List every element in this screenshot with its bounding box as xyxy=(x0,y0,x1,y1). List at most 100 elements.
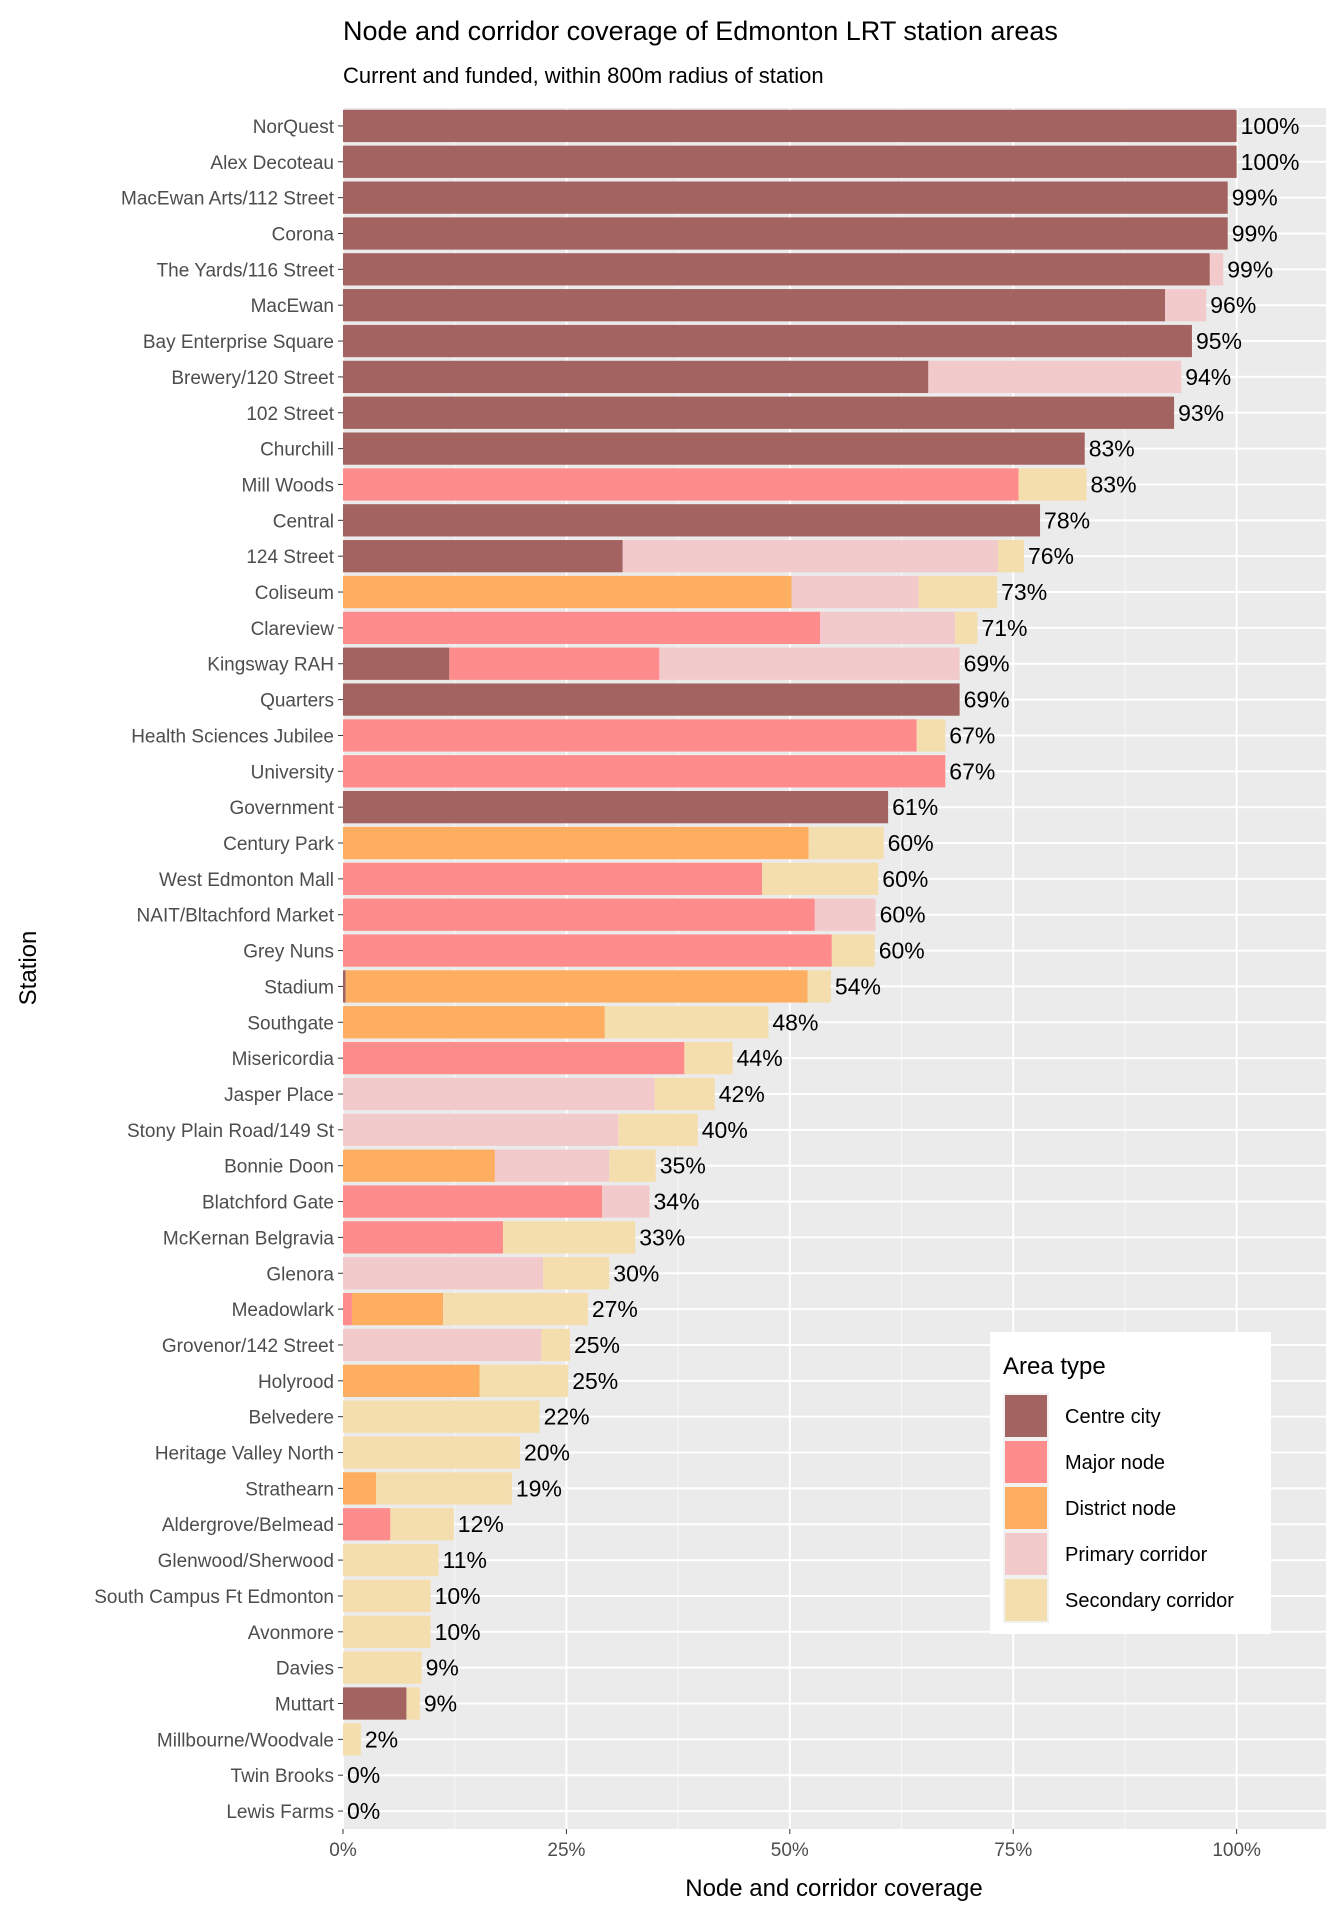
bar-segment-major-node xyxy=(343,1292,352,1326)
legend-swatch-district-node xyxy=(1005,1487,1047,1529)
bar-segment-primary-corridor xyxy=(343,1257,544,1290)
bar-segment-primary-corridor xyxy=(791,575,919,609)
chart-title: Node and corridor coverage of Edmonton L… xyxy=(343,16,1058,46)
data-label: 42% xyxy=(719,1081,765,1107)
data-label: 11% xyxy=(443,1547,487,1573)
bar-segment-secondary-corridor xyxy=(406,1687,420,1720)
bar-segment-centre-city xyxy=(343,1687,407,1720)
bar-segment-major-node xyxy=(343,1042,685,1075)
bar-segment-secondary-corridor xyxy=(916,719,946,752)
y-tick-label: Alex Decoteau xyxy=(210,153,334,174)
bar-segment-secondary-corridor xyxy=(343,1615,431,1648)
legend-label: Centre city xyxy=(1065,1406,1161,1428)
y-tick-label: Twin Brooks xyxy=(231,1766,334,1787)
bar-segment-major-node xyxy=(343,719,917,752)
data-label: 99% xyxy=(1227,256,1273,282)
y-tick-label: Holyrood xyxy=(258,1372,334,1393)
y-tick-label: Southgate xyxy=(247,1013,334,1034)
y-axis-ticks: NorQuest Alex Decoteau MacEwan Arts/112 St… xyxy=(94,117,343,1823)
data-label: 2% xyxy=(365,1726,398,1752)
bar-segment-centre-city xyxy=(343,540,623,573)
y-tick-label: Brewery/120 Street xyxy=(171,368,334,389)
bar-segment-secondary-corridor xyxy=(376,1472,512,1505)
bar-segment-centre-city xyxy=(343,647,450,680)
x-tick-label: 100% xyxy=(1212,1840,1261,1861)
chart-subtitle: Current and funded, within 800m radius o… xyxy=(343,63,824,88)
bar-segment-primary-corridor xyxy=(928,360,1182,394)
bar-segment-secondary-corridor xyxy=(343,1651,422,1684)
data-label: 9% xyxy=(424,1691,457,1717)
y-tick-label: Quarters xyxy=(260,691,334,712)
y-tick-label: Century Park xyxy=(223,834,334,855)
y-tick-label: Health Sciences Jubilee xyxy=(131,726,334,747)
bar-segment-centre-city xyxy=(343,360,929,394)
bar-segment-secondary-corridor xyxy=(1018,468,1087,501)
data-label: 19% xyxy=(516,1475,562,1501)
x-tick-label: 50% xyxy=(771,1840,809,1861)
y-tick-label: Kingsway RAH xyxy=(207,655,334,676)
data-labels: 100%100%99%99%99%96%95%94%93%83%83%78%76… xyxy=(347,113,1299,1824)
bar-segment-major-node xyxy=(343,862,763,895)
y-axis-title: Station xyxy=(15,931,42,1006)
y-tick-label: McKernan Belgravia xyxy=(163,1228,335,1249)
bar-segment-centre-city xyxy=(343,324,1192,358)
y-tick-label: Glenora xyxy=(266,1264,334,1285)
bars xyxy=(343,109,1237,1756)
data-label: 25% xyxy=(574,1332,620,1358)
data-label: 20% xyxy=(524,1440,570,1466)
data-label: 71% xyxy=(981,615,1027,641)
bar-segment-primary-corridor xyxy=(622,540,999,573)
bar-segment-district-node xyxy=(351,1292,444,1326)
y-tick-label: Coliseum xyxy=(255,583,334,604)
data-label: 60% xyxy=(879,938,925,964)
bar-segment-centre-city xyxy=(343,145,1237,178)
x-tick-label: 0% xyxy=(329,1840,357,1861)
bar-segment-secondary-corridor xyxy=(343,1400,540,1433)
bar-segment-major-node xyxy=(343,611,821,645)
bar-segment-major-node xyxy=(343,1221,503,1254)
data-label: 61% xyxy=(892,794,938,820)
legend-title: Area type xyxy=(1003,1353,1106,1380)
y-tick-label: 124 Street xyxy=(246,547,334,568)
y-tick-label: Stadium xyxy=(264,977,334,998)
bar-segment-secondary-corridor xyxy=(604,1006,769,1039)
bar-segment-centre-city xyxy=(343,217,1228,250)
data-label: 67% xyxy=(949,758,995,784)
bar-segment-district-node xyxy=(343,1364,480,1397)
bar-segment-secondary-corridor xyxy=(443,1292,588,1326)
data-label: 69% xyxy=(964,687,1010,713)
y-tick-label: Corona xyxy=(272,224,335,245)
bar-segment-centre-city xyxy=(343,181,1228,214)
bar-segment-district-node xyxy=(343,1149,495,1182)
bar-segment-secondary-corridor xyxy=(390,1508,454,1541)
bar-segment-secondary-corridor xyxy=(541,1328,570,1362)
bar-segment-secondary-corridor xyxy=(762,862,879,895)
y-tick-label: NorQuest xyxy=(253,117,335,138)
data-label: 83% xyxy=(1091,471,1137,497)
bar-segment-primary-corridor xyxy=(659,647,960,680)
legend-label: Secondary corridor xyxy=(1065,1590,1234,1612)
bar-segment-centre-city xyxy=(343,253,1210,286)
data-label: 95% xyxy=(1196,328,1242,354)
data-label: 94% xyxy=(1185,364,1231,390)
y-tick-label: Grey Nuns xyxy=(243,942,334,963)
bar-segment-major-node xyxy=(343,898,815,931)
data-label: 22% xyxy=(544,1404,590,1430)
bar-segment-primary-corridor xyxy=(820,611,956,645)
y-tick-label: Stony Plain Road/149 St xyxy=(127,1121,335,1142)
x-tick-label: 25% xyxy=(547,1840,585,1861)
bar-segment-primary-corridor xyxy=(343,1113,619,1146)
y-tick-label: Grovenor/142 Street xyxy=(162,1336,335,1357)
data-label: 60% xyxy=(888,830,934,856)
bar-segment-primary-corridor xyxy=(1209,253,1224,286)
data-label: 100% xyxy=(1241,149,1300,175)
data-label: 48% xyxy=(772,1009,818,1035)
data-label: 83% xyxy=(1089,436,1135,462)
bar-segment-primary-corridor xyxy=(1165,289,1207,322)
data-label: 25% xyxy=(572,1368,618,1394)
bar-segment-centre-city xyxy=(343,504,1041,537)
y-tick-label: NAIT/Bltachford Market xyxy=(137,906,335,927)
bar-segment-secondary-corridor xyxy=(807,970,831,1003)
x-axis-title: Node and corridor coverage xyxy=(685,1875,983,1902)
